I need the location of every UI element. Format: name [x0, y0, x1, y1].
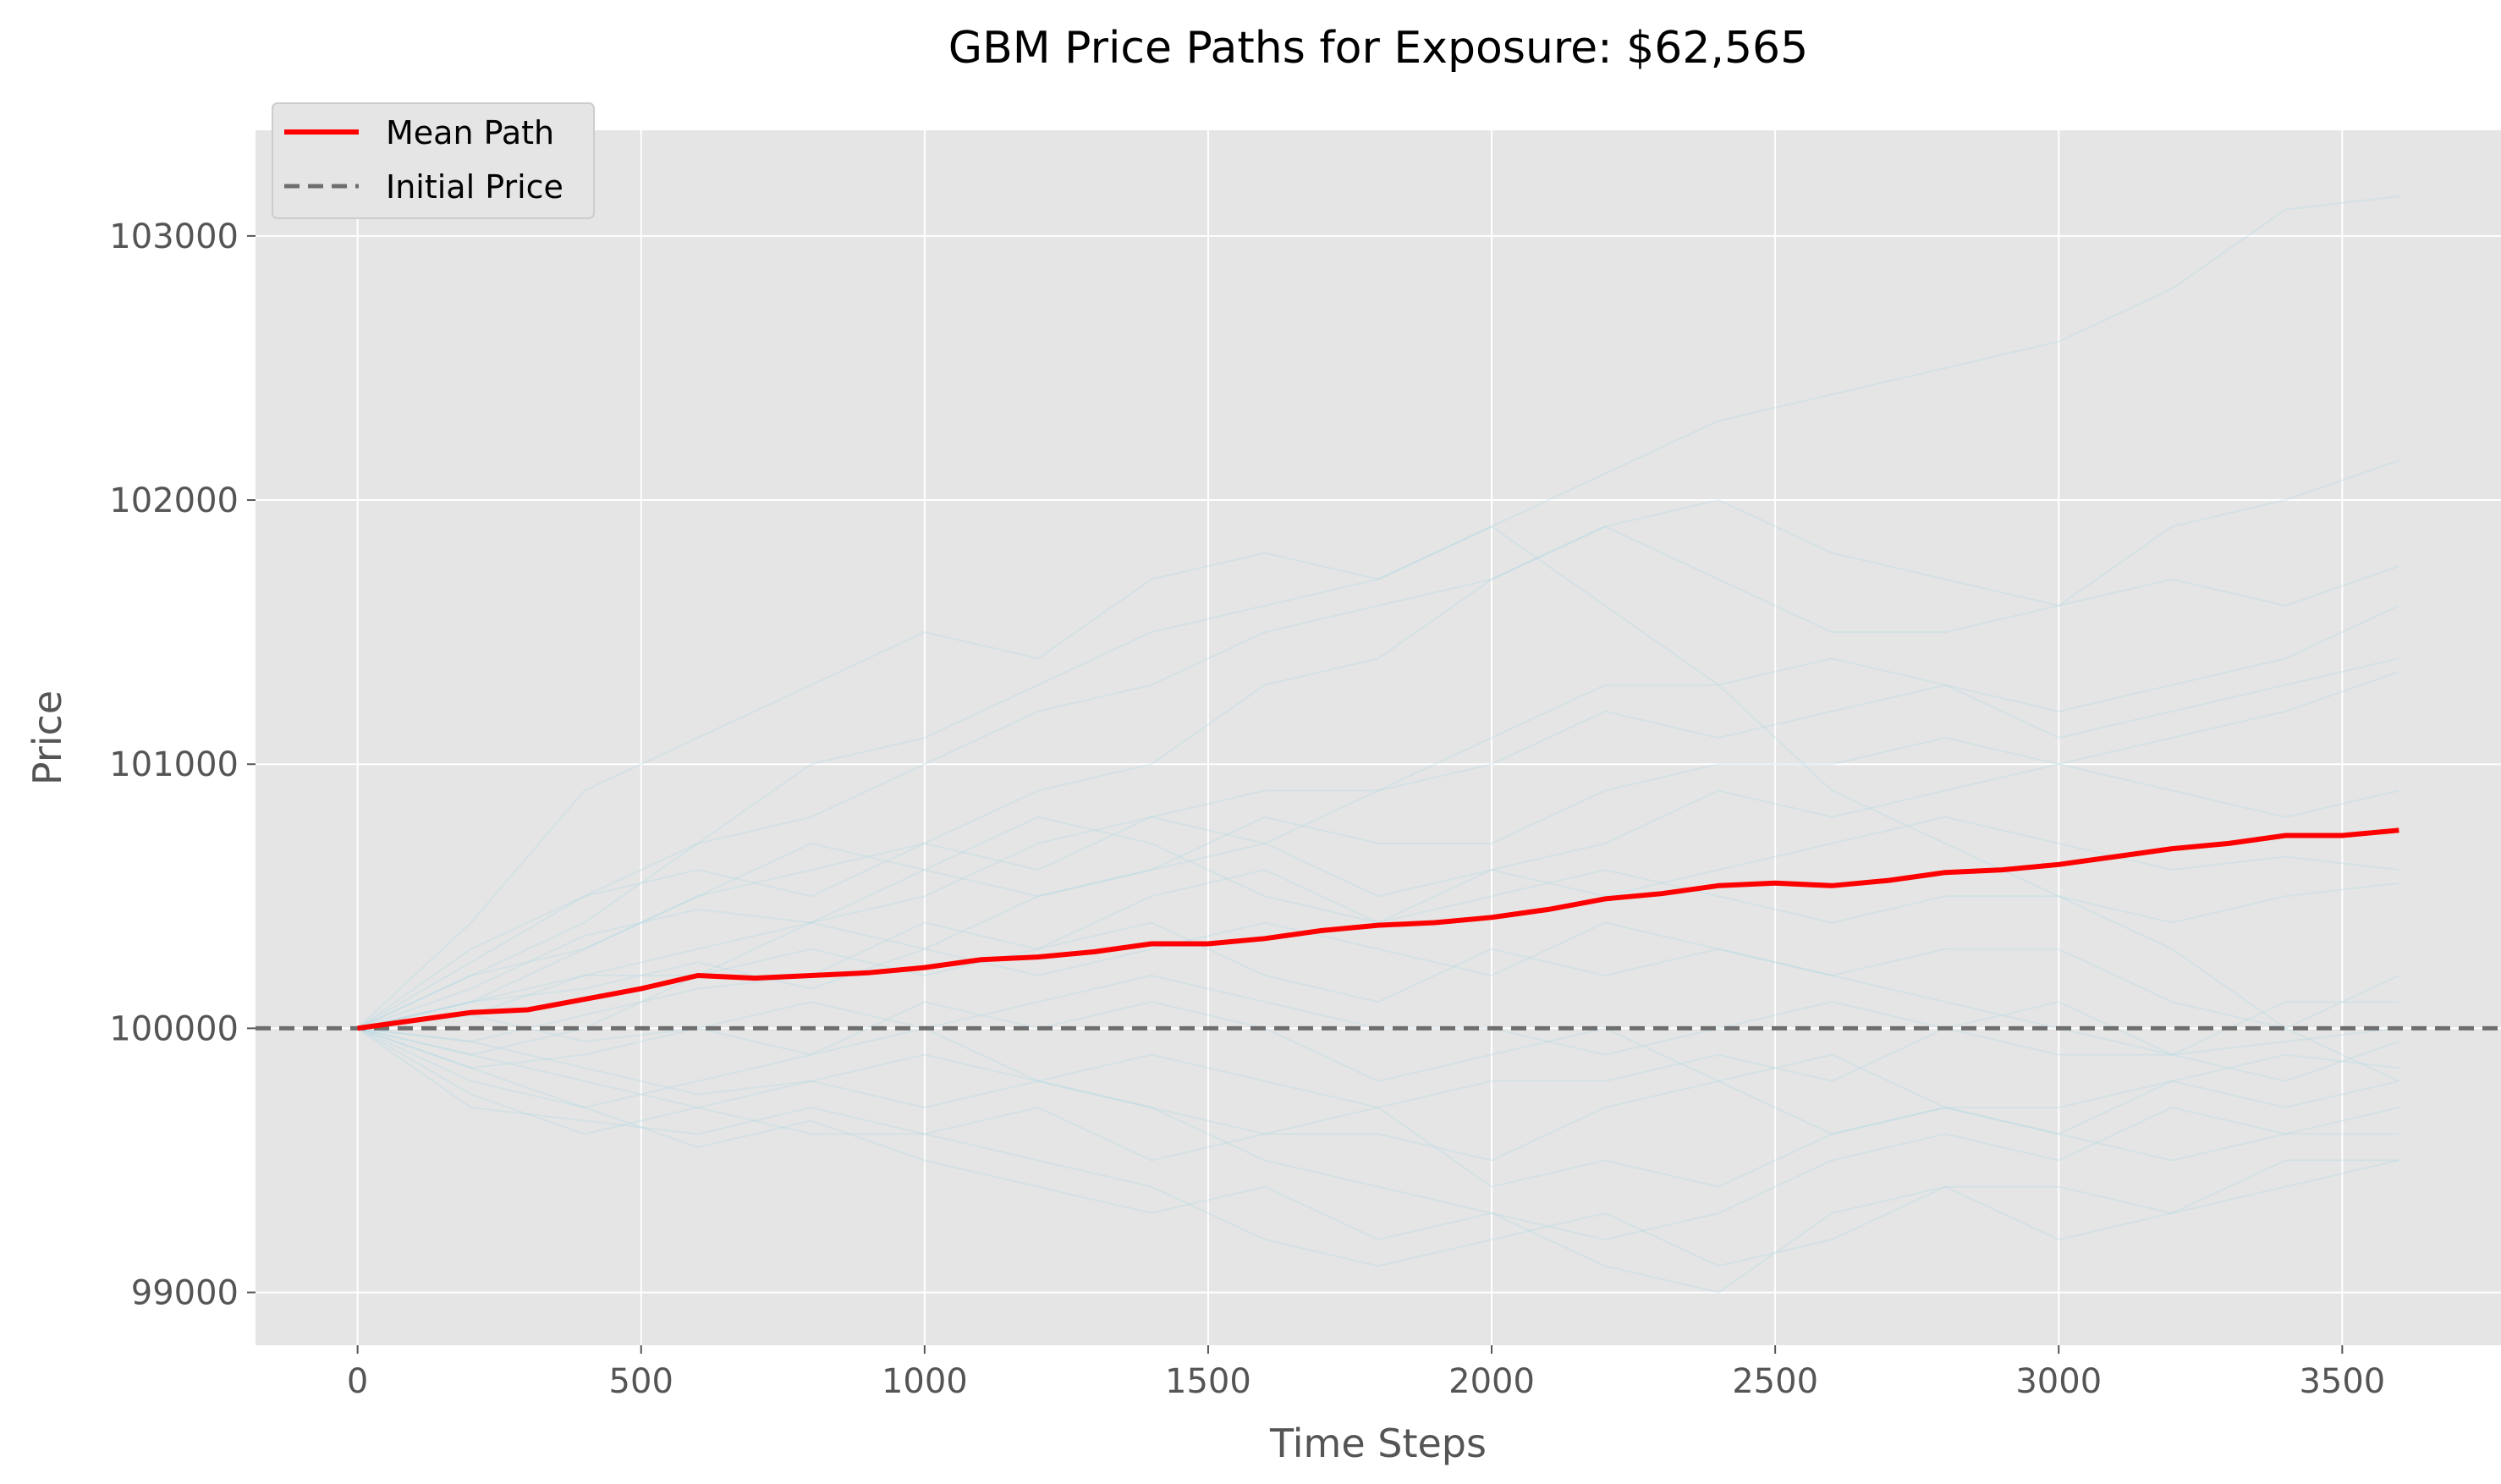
simulated-path-line — [357, 1001, 2399, 1109]
simulated-path-line — [357, 1027, 2399, 1241]
y-tick-label: 103000 — [109, 217, 239, 256]
x-tick-label: 500 — [609, 1362, 673, 1401]
y-tick-label: 99000 — [131, 1274, 239, 1313]
simulated-path-line — [357, 671, 2399, 1030]
mean-path-line — [357, 827, 2399, 1031]
simulated-path-line — [356, 525, 2399, 1082]
plot-area — [256, 130, 2501, 1345]
simulated-path-line — [357, 1027, 2399, 1294]
y-axis-ticks: 99000 100000 101000 102000 103000 — [109, 217, 256, 1313]
x-tick-label: 1000 — [882, 1362, 968, 1401]
chart-title: GBM Price Paths for Exposure: $62,565 — [948, 23, 1808, 74]
simulated-path-line — [357, 869, 2399, 1043]
mean-path-group — [357, 827, 2399, 1031]
simulated-path-line — [357, 1027, 2399, 1162]
y-tick-label: 102000 — [109, 481, 239, 520]
simulated-path-line — [357, 1027, 2399, 1267]
x-tick-label: 3000 — [2015, 1362, 2102, 1401]
simulated-path-line — [357, 195, 2399, 1030]
simulated-path-line — [357, 1001, 2399, 1135]
y-tick-label: 100000 — [109, 1009, 239, 1048]
x-tick-label: 3500 — [2299, 1362, 2385, 1401]
x-axis-ticks: 0 500 1000 1500 2000 2500 3000 3500 — [347, 1345, 2385, 1401]
simulated-path-line — [357, 763, 2399, 1030]
y-tick-label: 101000 — [109, 745, 239, 784]
legend-label-initial-price: Initial Price — [386, 168, 563, 206]
simulated-path-line — [357, 1027, 2399, 1188]
y-axis-label: Price — [25, 690, 70, 785]
simulated-path-line — [357, 525, 2399, 1030]
x-axis-label: Time Steps — [1269, 1421, 1487, 1466]
x-tick-label: 2000 — [1448, 1362, 1535, 1401]
legend: Mean Path Initial Price — [272, 102, 595, 219]
legend-label-mean-path: Mean Path — [386, 114, 554, 151]
x-tick-label: 1500 — [1165, 1362, 1251, 1401]
x-tick-label: 0 — [347, 1362, 368, 1401]
simulated-path-line — [357, 657, 2399, 1030]
simulated-path-line — [357, 604, 2399, 1030]
simulated-path-line — [357, 459, 2399, 1030]
x-tick-label: 2500 — [1732, 1362, 1818, 1401]
